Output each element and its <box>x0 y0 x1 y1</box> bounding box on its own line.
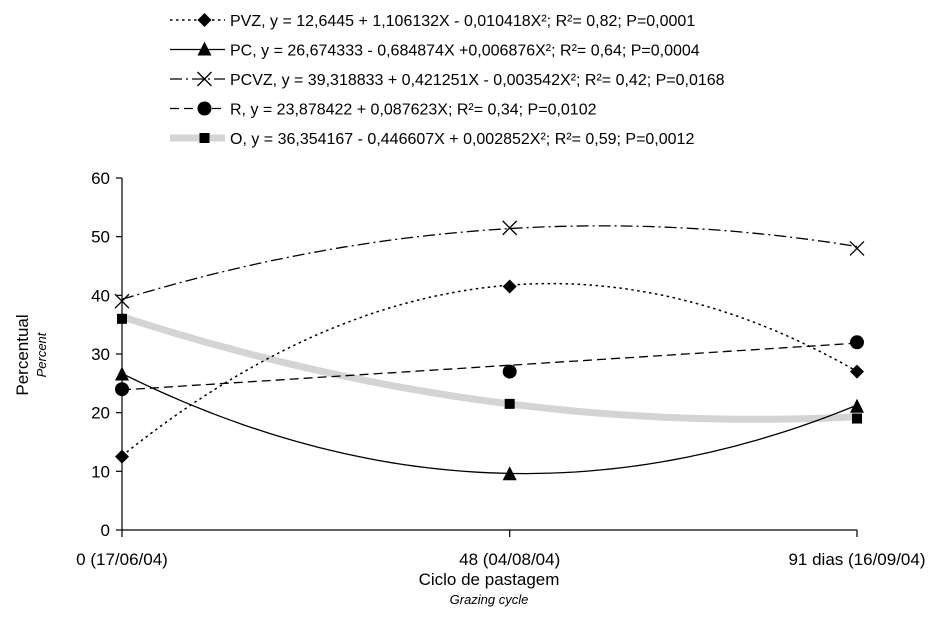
y-tick-label: 50 <box>91 228 110 247</box>
series-o-line <box>120 313 858 423</box>
y-tick-label: 30 <box>91 345 110 364</box>
series-pvz-point <box>502 279 517 294</box>
x-tick-label: 48 (04/08/04) <box>459 550 560 569</box>
legend-pcvz-marker <box>197 71 212 87</box>
legend-o-label: O, y = 36,354167 - 0,446607X + 0,002852X… <box>230 131 694 148</box>
x-axis-subtitle: Grazing cycle <box>450 592 529 607</box>
legend-o-marker <box>199 133 210 143</box>
y-tick-label: 10 <box>91 462 110 481</box>
y-axis-subtitle: Percent <box>34 331 49 377</box>
series-o-point <box>504 398 515 409</box>
series-pcvz-point <box>502 220 518 236</box>
y-tick-label: 0 <box>101 521 110 540</box>
legend-pc-marker <box>197 41 212 56</box>
series-r-line <box>121 342 858 391</box>
x-tick-label: 0 (17/06/04) <box>76 550 168 569</box>
axes <box>121 178 857 531</box>
series-pcvz-point-stroke-b <box>849 240 865 256</box>
series-pvz-point <box>850 364 864 379</box>
y-axis-title: Percentual <box>13 314 32 395</box>
series-o-point <box>852 413 862 424</box>
series-pc-point <box>850 398 864 413</box>
legend-pc-label: PC, y = 26,674333 - 0,684874X +0,006876X… <box>230 43 700 60</box>
legend: PVZ, y = 12,6445 + 1,106132X - 0,010418X… <box>170 13 725 148</box>
series-pvz-line <box>121 282 858 457</box>
x-axis-title: Ciclo de pastagem <box>419 570 560 589</box>
legend-r-marker <box>197 101 212 116</box>
ticks: 0 10 20 30 40 50 60 0 (17/06/04) 48 (04/08/04) 91… <box>76 169 925 569</box>
plot-area <box>114 220 865 481</box>
series-pc-line <box>121 372 858 475</box>
x-tick-label: 91 dias (16/09/04) <box>788 550 925 569</box>
legend-pcvz-marker-stroke-b <box>197 71 212 87</box>
series-r-point <box>502 364 517 379</box>
series-r-point <box>850 335 864 350</box>
series-pcvz-line <box>121 225 858 300</box>
legend-pvz-marker <box>197 13 212 27</box>
legend-pvz-label: PVZ, y = 12,6445 + 1,106132X - 0,010418X… <box>230 13 695 30</box>
series-pcvz-point-stroke-b <box>502 220 518 236</box>
y-tick-label: 60 <box>91 169 110 188</box>
series-pcvz-point <box>849 240 865 256</box>
y-tick-label: 40 <box>91 286 110 305</box>
legend-pcvz-label: PCVZ, y = 39,318833 + 0,421251X - 0,0035… <box>230 72 725 89</box>
series-pc-point <box>502 466 517 481</box>
legend-r-label: R, y = 23,878422 + 0,087623X; R²= 0,34; … <box>230 102 597 119</box>
y-tick-label: 20 <box>91 404 110 423</box>
